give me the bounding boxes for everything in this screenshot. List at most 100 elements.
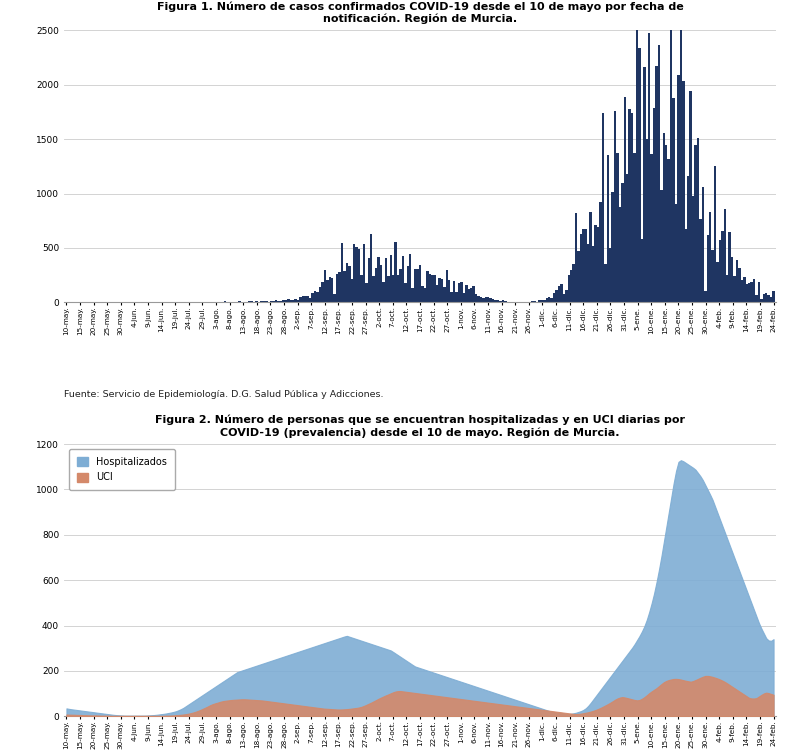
Bar	[292, 299, 294, 302]
Bar	[370, 234, 373, 302]
Bar	[367, 258, 370, 302]
Bar	[334, 293, 336, 302]
Bar	[741, 280, 743, 302]
Bar	[714, 167, 716, 302]
Bar	[394, 242, 397, 302]
Bar	[767, 295, 770, 302]
Bar	[418, 265, 422, 302]
Bar	[319, 287, 322, 302]
Bar	[294, 299, 297, 302]
Bar	[434, 275, 436, 302]
Bar	[378, 256, 380, 302]
Bar	[304, 296, 306, 302]
Bar	[446, 270, 448, 302]
Bar	[643, 67, 646, 302]
Bar	[450, 292, 453, 302]
Bar	[662, 133, 665, 302]
Bar	[343, 271, 346, 302]
Bar	[538, 300, 541, 302]
Bar	[750, 281, 753, 302]
Bar	[429, 274, 431, 302]
Bar	[490, 298, 492, 302]
Bar	[416, 269, 418, 302]
Bar	[660, 190, 662, 302]
Bar	[309, 298, 311, 302]
Bar	[746, 284, 748, 302]
Bar	[438, 278, 441, 302]
Bar	[275, 300, 278, 302]
Bar	[336, 274, 338, 302]
Bar	[716, 262, 718, 302]
Bar	[555, 290, 558, 302]
Bar	[650, 155, 653, 302]
Bar	[748, 283, 750, 302]
Bar	[655, 66, 658, 302]
Bar	[606, 155, 609, 302]
Bar	[738, 268, 741, 302]
Bar	[582, 229, 585, 302]
Bar	[611, 192, 614, 302]
Bar	[594, 225, 597, 302]
Bar	[609, 248, 611, 302]
Bar	[585, 228, 587, 302]
Bar	[641, 240, 643, 302]
Bar	[465, 286, 467, 302]
Bar	[687, 176, 690, 302]
Bar	[316, 292, 319, 302]
Bar	[448, 280, 450, 302]
Bar	[485, 297, 487, 302]
Bar	[426, 271, 429, 302]
Bar	[621, 183, 624, 302]
Bar	[546, 299, 548, 302]
Bar	[262, 301, 265, 302]
Bar	[697, 137, 699, 302]
Bar	[329, 277, 331, 302]
Bar	[680, 11, 682, 302]
Bar	[322, 282, 324, 302]
Bar	[475, 294, 478, 302]
Bar	[306, 296, 309, 302]
Bar	[762, 294, 765, 302]
Bar	[667, 159, 670, 302]
Bar	[494, 300, 497, 302]
Bar	[390, 255, 392, 302]
Bar	[473, 286, 475, 302]
Bar	[599, 202, 602, 302]
Bar	[360, 274, 362, 302]
Bar	[626, 173, 629, 302]
Bar	[348, 265, 350, 302]
Bar	[487, 297, 490, 302]
Bar	[704, 291, 706, 302]
Bar	[721, 231, 723, 302]
Bar	[553, 293, 555, 302]
Bar	[365, 284, 367, 302]
Bar	[341, 243, 343, 302]
Bar	[575, 213, 578, 302]
Bar	[587, 244, 590, 302]
Bar	[753, 279, 755, 302]
Bar	[670, 8, 672, 302]
Bar	[646, 139, 648, 302]
Bar	[692, 196, 694, 302]
Bar	[723, 209, 726, 302]
Bar	[353, 244, 355, 302]
Text: Fuente: Servicio de Epidemiología. D.G. Salud Pública y Adicciones.: Fuente: Servicio de Epidemiología. D.G. …	[64, 390, 383, 399]
Bar	[502, 301, 504, 302]
Title: Figura 2. Número de personas que se encuentran hospitalizadas y en UCI diarias p: Figura 2. Número de personas que se encu…	[155, 415, 685, 437]
Bar	[729, 231, 731, 302]
Bar	[375, 268, 378, 302]
Bar	[382, 282, 385, 302]
Bar	[460, 282, 462, 302]
Bar	[734, 276, 736, 302]
Bar	[548, 297, 550, 302]
Bar	[694, 146, 697, 302]
Bar	[699, 219, 702, 302]
Bar	[467, 289, 470, 302]
Bar	[755, 295, 758, 302]
Bar	[604, 264, 606, 302]
Bar	[355, 247, 358, 302]
Bar	[314, 291, 316, 302]
Bar	[634, 153, 636, 302]
Bar	[297, 300, 299, 302]
Bar	[558, 286, 560, 302]
